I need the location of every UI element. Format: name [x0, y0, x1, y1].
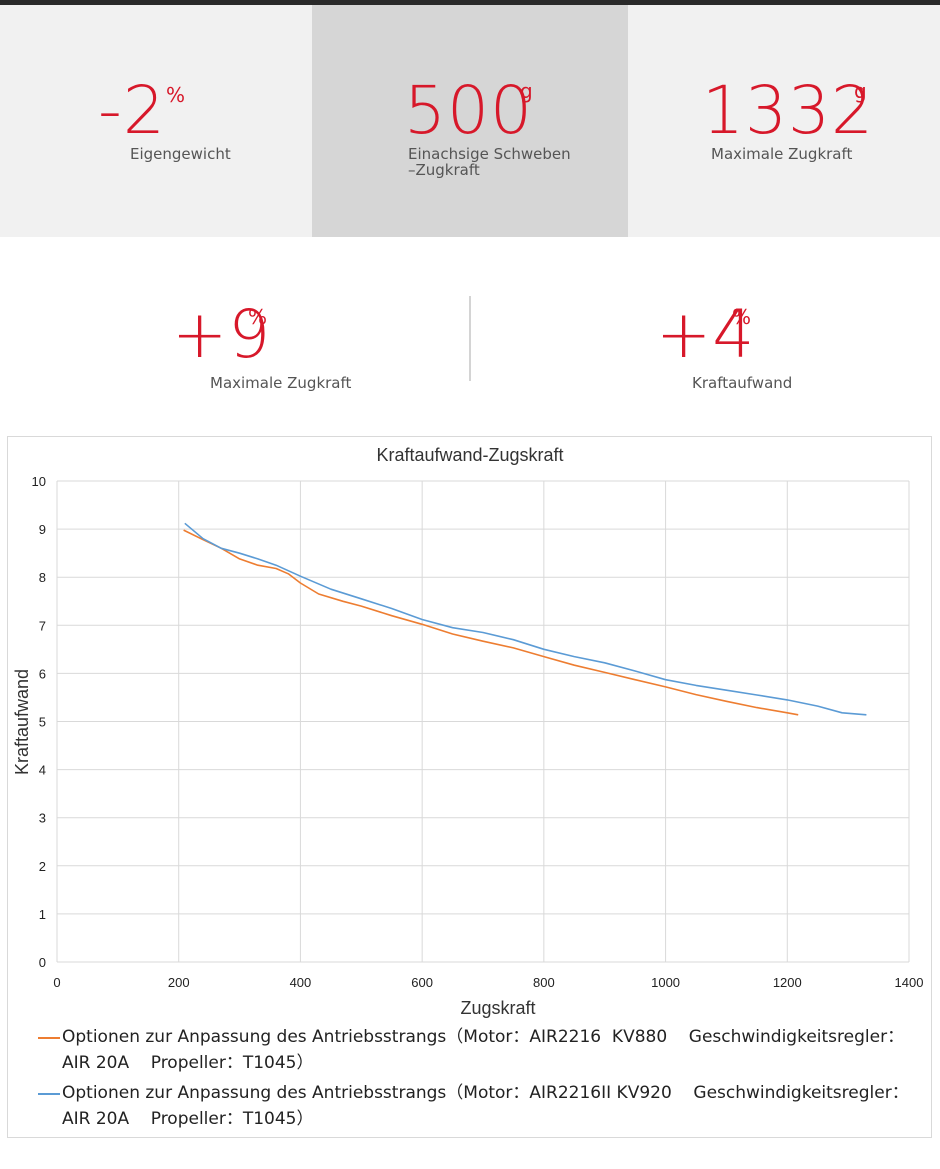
stat-unit: % — [732, 305, 752, 329]
legend-label-line1: Optionen zur Anpassung des Antriebsstran… — [62, 1027, 905, 1047]
divider — [469, 296, 471, 381]
stat-label: Eigengewicht — [130, 145, 231, 163]
stat-label: Maximale Zugkraft — [210, 374, 352, 392]
stat-value: +9 — [172, 296, 272, 373]
stat-unit: g — [520, 79, 533, 103]
legend-swatch — [38, 1037, 60, 1039]
stat-unit: % — [166, 83, 186, 107]
legend-label-line2: AIR 20A Propeller：T1045） — [62, 1109, 314, 1129]
legend-label-line2: AIR 20A Propeller：T1045） — [62, 1053, 314, 1073]
legend-label-line1: Optionen zur Anpassung des Antriebsstran… — [62, 1083, 909, 1103]
stat-unit: % — [248, 305, 268, 329]
stat-panel-max-thrust: 1332 g Maximale Zugkraft — [628, 5, 940, 237]
stat-panel-weight: -2 % Eigengewicht — [0, 5, 312, 237]
stat-panel-hover-thrust: 500 g Einachsige Schweben –Zugkraft — [312, 5, 628, 237]
stat-label-line2: –Zugkraft — [408, 161, 480, 179]
stat-value: -2 — [98, 72, 166, 149]
stat-label: Kraftaufwand — [692, 374, 793, 392]
stat-label-line1: Einachsige Schweben — [408, 145, 571, 163]
top-image-strip — [0, 0, 940, 5]
legend-swatch — [38, 1093, 60, 1095]
stat-label: Maximale Zugkraft — [711, 145, 853, 163]
stat-value: +4 — [656, 296, 756, 373]
stat-value: 500 — [404, 72, 533, 149]
stat-unit: g — [854, 79, 867, 103]
stat-value: 1332 — [702, 72, 874, 149]
chart-frame — [7, 436, 932, 1138]
